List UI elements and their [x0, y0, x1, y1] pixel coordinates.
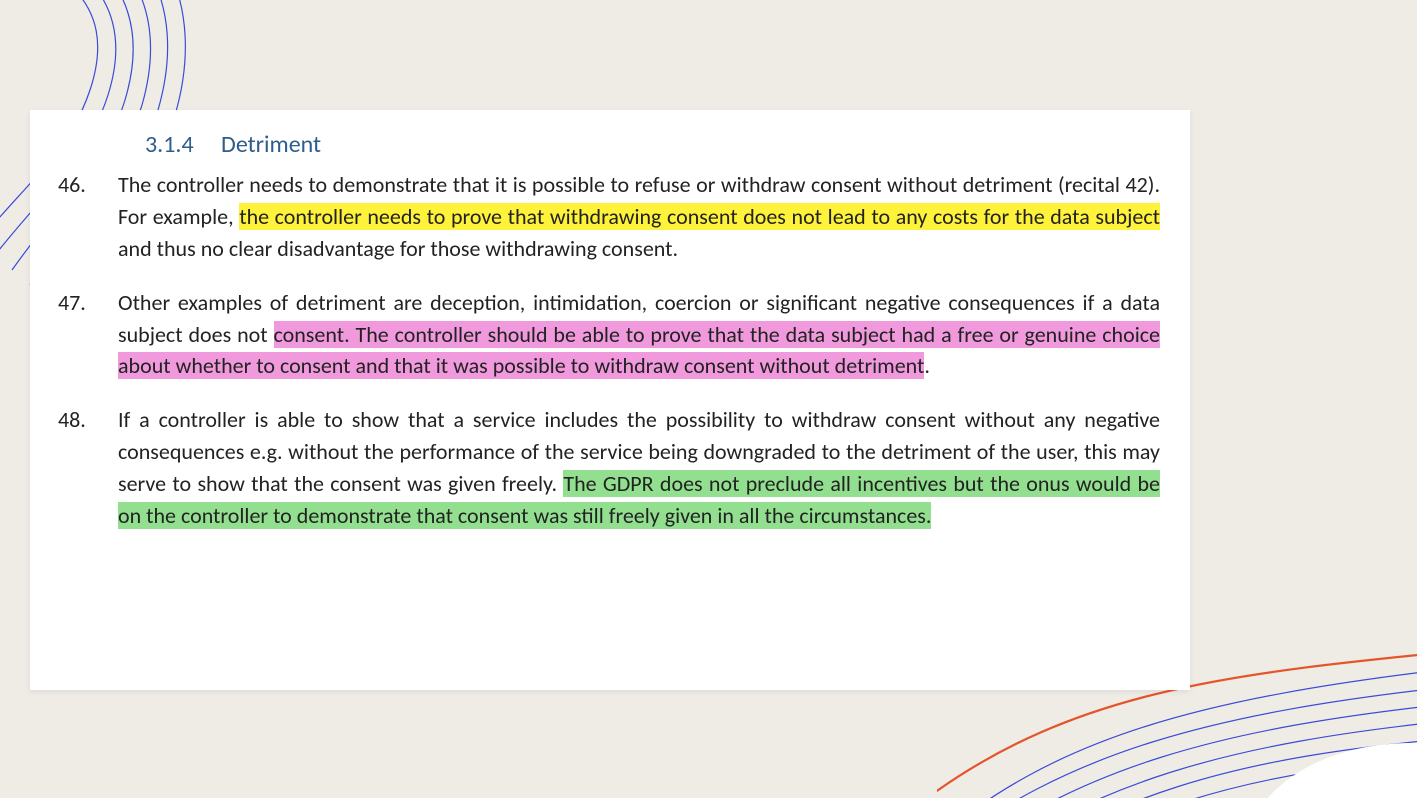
heading-title: Detriment — [221, 130, 321, 159]
paragraph-3: 48.If a controller is able to show that … — [50, 404, 1160, 532]
section-heading: 3.1.4 Detriment — [145, 130, 1160, 159]
document-panel: 3.1.4 Detriment 46.The controller needs … — [30, 110, 1190, 690]
paragraph-number: 47. — [50, 287, 118, 383]
paragraph-text: Other examples of detriment are deceptio… — [118, 287, 1160, 383]
paragraph-text: If a controller is able to show that a s… — [118, 404, 1160, 532]
heading-number: 3.1.4 — [145, 130, 194, 159]
paragraph-text: The controller needs to demonstrate that… — [118, 169, 1160, 265]
paragraph-2: 47.Other examples of detriment are decep… — [50, 287, 1160, 383]
highlight-p: consent. The controller should be able t… — [118, 321, 1160, 380]
paragraph-1: 46.The controller needs to demonstrate t… — [50, 169, 1160, 265]
paragraph-number: 48. — [50, 404, 118, 532]
paragraph-number: 46. — [50, 169, 118, 265]
highlight-g: The GDPR does not preclude all incentive… — [118, 470, 1160, 529]
highlight-y: the controller needs to prove that withd… — [239, 203, 1160, 230]
